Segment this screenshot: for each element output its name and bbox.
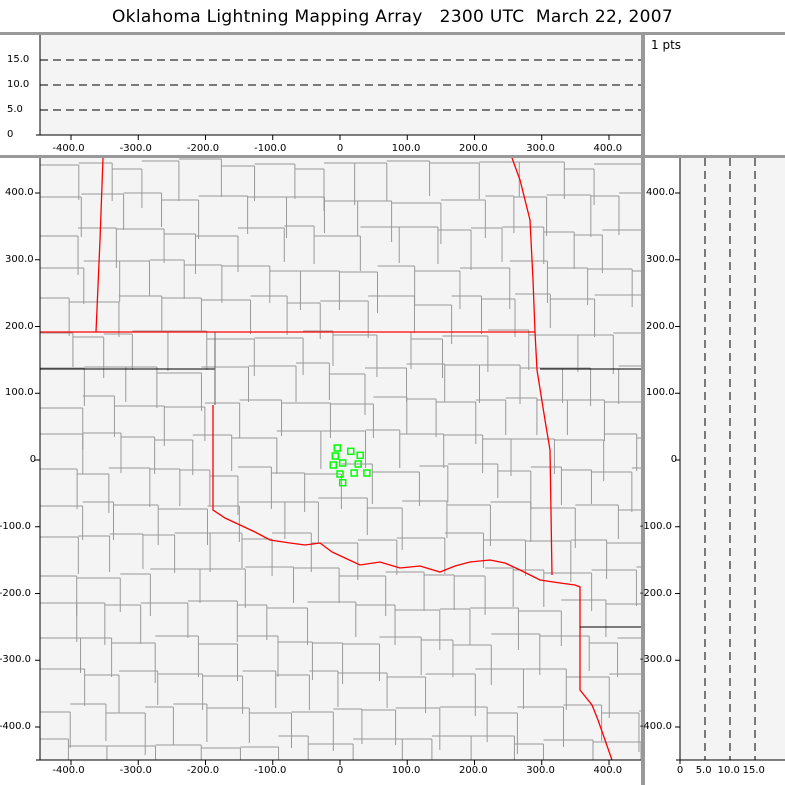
x-tick-label: -300.0 — [119, 143, 152, 154]
y-tick-label: 100.0 — [5, 387, 34, 399]
x-tick-label: 5.0 — [695, 765, 712, 776]
x-tick-label: -100.0 — [254, 765, 287, 776]
point-count-panel — [645, 35, 785, 155]
x-tick-label: 15.0 — [742, 765, 765, 776]
x-tick-label: 10.0 — [717, 765, 740, 776]
y-tick-label: -100.0 — [0, 520, 32, 532]
lightning-source-point — [356, 451, 364, 460]
lightning-source-point — [350, 469, 358, 477]
x-tick-label: -400.0 — [52, 143, 85, 154]
y-tick-label: -400.0 — [639, 721, 673, 732]
y-tick-label: -300.0 — [0, 654, 32, 666]
point-count: 1 pts — [651, 38, 682, 52]
y-tick-label: 300.0 — [646, 253, 675, 265]
x-tick-label: 200.0 — [459, 143, 488, 154]
colorado-kansas-border — [95, 158, 104, 333]
y-tick-label: 200.0 — [5, 320, 34, 332]
y-tick-label: 200.0 — [646, 320, 675, 332]
oklahoma-arkansas-border — [534, 331, 553, 576]
y-tick-label: -100.0 — [639, 520, 673, 532]
lightning-source-point — [338, 459, 347, 467]
x-tick-label: 0 — [336, 143, 344, 154]
x-tick-label: 200.0 — [459, 765, 488, 776]
y-tick-label: 5.0 — [7, 104, 23, 115]
panhandle-borders — [40, 332, 641, 628]
y-tick-label: 0 — [29, 454, 37, 465]
x-tick-label: 100.0 — [391, 765, 421, 776]
y-tick-label: -200.0 — [639, 587, 673, 599]
lightning-source-point — [333, 444, 342, 452]
tick-marks — [35, 135, 680, 765]
y-tick-label: 10.0 — [7, 79, 30, 90]
x-tick-label: 100.0 — [391, 143, 421, 154]
lightning-source-point — [336, 470, 344, 478]
lightning-source-point — [347, 447, 355, 456]
lightning-sources — [329, 444, 371, 487]
altitude-reference-lines — [40, 59, 756, 760]
lightning-source-point — [363, 469, 371, 477]
state-borders — [40, 158, 613, 760]
y-tick-label: 400.0 — [5, 187, 34, 198]
y-tick-label: -400.0 — [0, 721, 32, 732]
y-tick-label: 100.0 — [646, 387, 675, 399]
x-tick-label: 400.0 — [593, 143, 623, 154]
lightning-source-point — [331, 452, 340, 460]
lightning-source-point — [354, 460, 362, 468]
y-tick-label: 400.0 — [646, 187, 675, 198]
plot-title: Oklahoma Lightning Mapping Array 2300 UT… — [0, 0, 785, 32]
y-tick-label: -300.0 — [639, 654, 673, 666]
x-tick-label: 0 — [676, 765, 684, 776]
x-tick-label: -400.0 — [52, 765, 85, 776]
y-tick-label: 15.0 — [7, 54, 30, 65]
y-tick-label: 0 — [670, 454, 678, 465]
side-altitude-plot-area[interactable] — [680, 158, 785, 760]
x-tick-label: 300.0 — [526, 143, 555, 154]
y-tick-label: -200.0 — [0, 587, 32, 599]
x-tick-label: 0 — [336, 765, 344, 776]
y-tick-label: 0 — [7, 129, 14, 140]
x-tick-label: -200.0 — [186, 765, 220, 776]
x-tick-label: -100.0 — [254, 143, 287, 154]
county-borders — [40, 158, 641, 760]
missouri-kansas-border — [511, 158, 536, 333]
lightning-source-point — [329, 461, 338, 469]
red-river-border — [212, 405, 613, 760]
axes — [36, 35, 785, 764]
x-tick-label: -200.0 — [186, 143, 220, 154]
lightning-source-point — [338, 478, 347, 487]
plan-view-map[interactable] — [40, 158, 641, 760]
x-tick-label: 300.0 — [526, 765, 555, 776]
x-tick-label: -300.0 — [119, 765, 152, 776]
y-tick-label: 300.0 — [5, 253, 34, 265]
x-tick-label: 400.0 — [593, 765, 623, 776]
